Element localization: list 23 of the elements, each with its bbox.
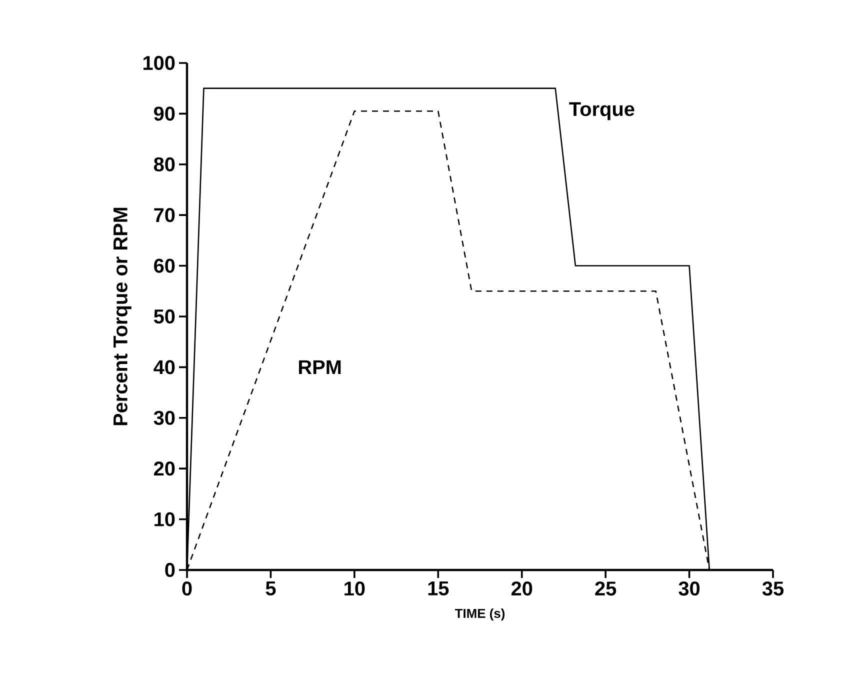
x-tick-label: 35	[762, 582, 784, 596]
y-tick-label: 20	[154, 462, 175, 476]
series-label: RPM	[299, 360, 341, 374]
y-tick-label: 50	[154, 309, 175, 324]
y-tick-label: 70	[154, 208, 175, 222]
y-tick-label: 60	[154, 258, 175, 273]
x-tick-label: 0	[182, 582, 192, 596]
y-axis-title: Percent Torque or RPM	[114, 208, 132, 426]
y-tick-label: 0	[165, 562, 175, 578]
y-tick-label: 90	[154, 106, 175, 121]
y-tick-label: 30	[154, 410, 175, 425]
x-tick-label: 15	[428, 582, 449, 596]
x-tick-label: 30	[678, 582, 700, 596]
x-tick-label: 10	[344, 582, 365, 596]
y-tick-label: 100	[143, 56, 175, 70]
x-axis-title: TIME (s)	[454, 608, 505, 621]
series-label: Torque	[569, 102, 634, 120]
y-tick-label: 40	[154, 360, 175, 374]
x-tick-label: 20	[511, 582, 532, 596]
y-tick-label: 80	[154, 157, 175, 172]
y-tick-label: 10	[154, 512, 175, 526]
x-tick-label: 25	[595, 582, 616, 596]
x-tick-label: 5	[266, 582, 276, 596]
